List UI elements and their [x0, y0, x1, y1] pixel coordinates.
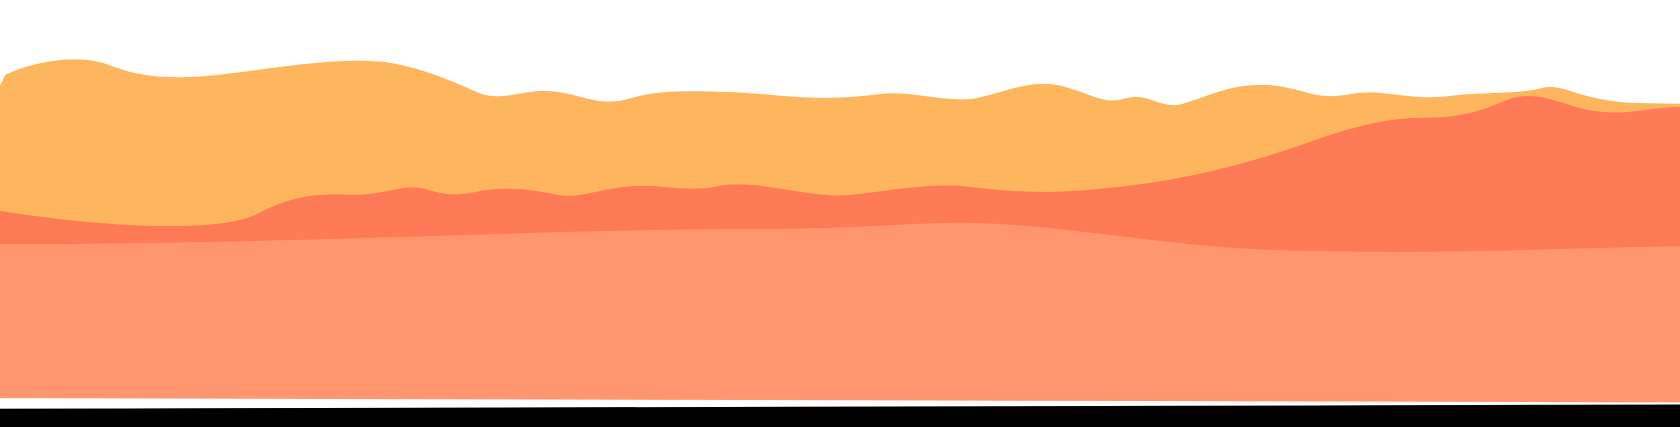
- white-stripe: [0, 398, 1680, 409]
- black-band: [0, 404, 1680, 427]
- salmon-wave: [0, 222, 1680, 403]
